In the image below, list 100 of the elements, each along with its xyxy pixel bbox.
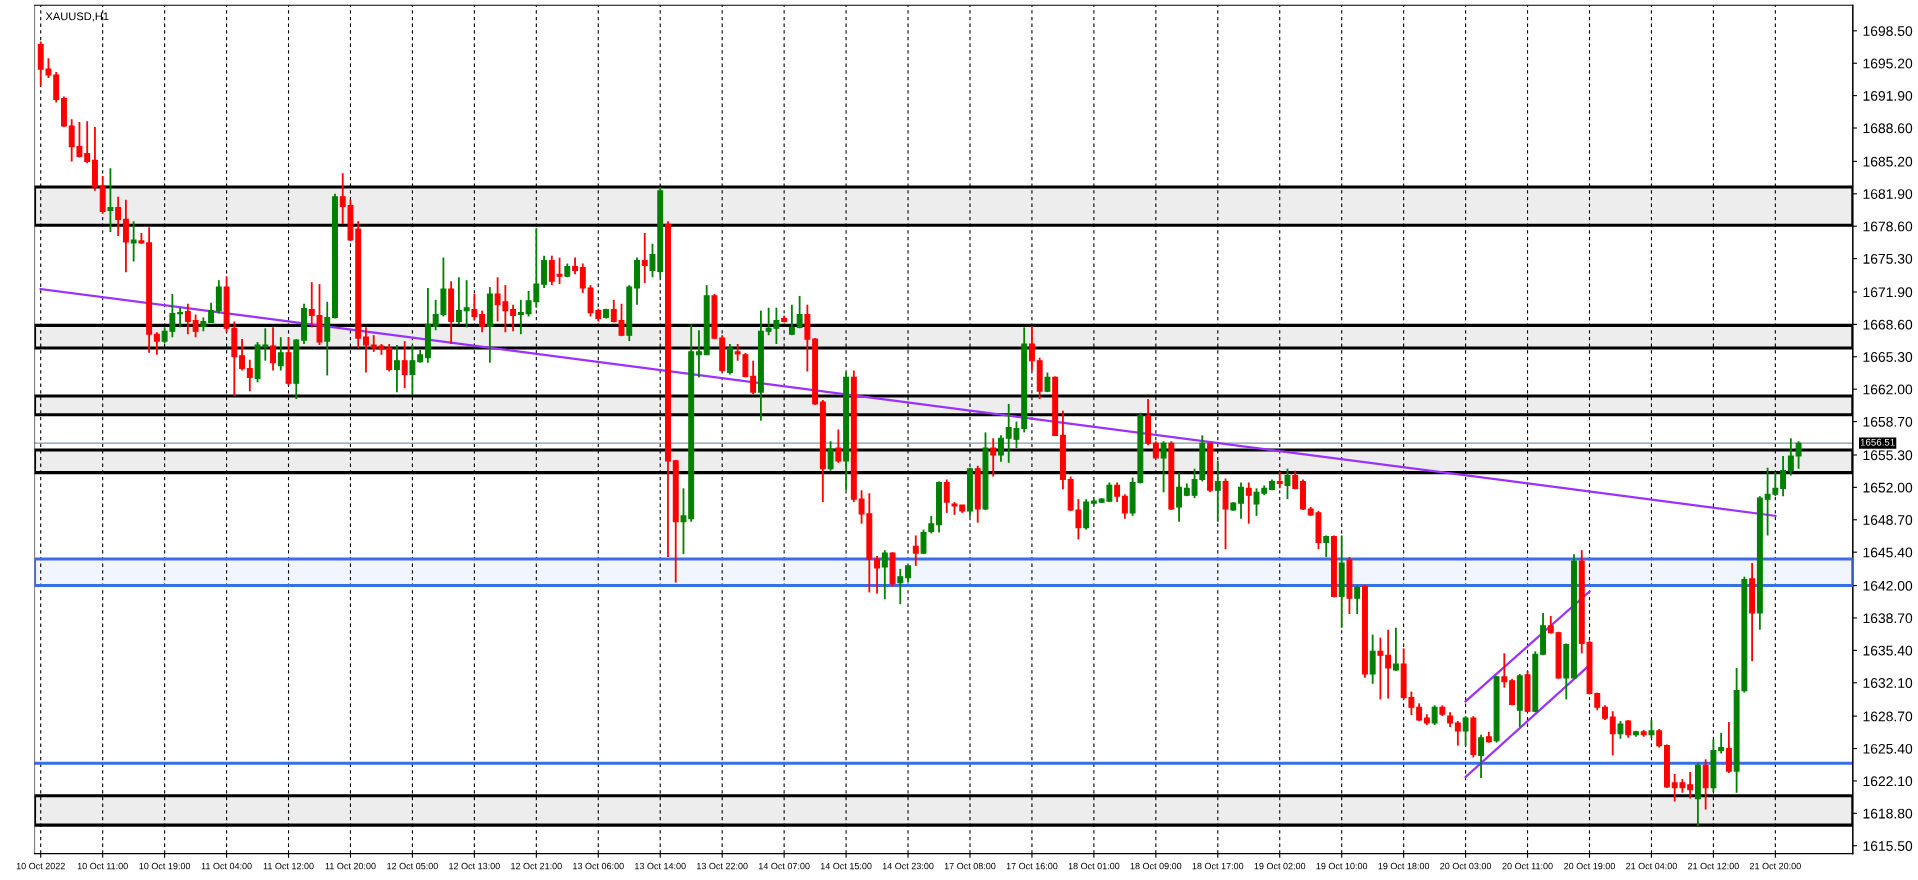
x-tick-label: 20 Oct 19:00 bbox=[1564, 862, 1615, 870]
candlestick bbox=[1780, 455, 1787, 498]
candlestick bbox=[1454, 720, 1461, 747]
candlestick bbox=[1121, 493, 1128, 520]
y-tick-label: 1675.30 bbox=[1863, 253, 1913, 264]
candlestick bbox=[463, 279, 470, 329]
x-tick-label: 18 Oct 09:00 bbox=[1130, 862, 1182, 870]
x-tick-label: 19 Oct 02:00 bbox=[1254, 862, 1306, 870]
candlestick bbox=[1354, 584, 1361, 615]
x-tick-label: 11 Oct 12:00 bbox=[263, 862, 314, 870]
x-tick-label: 10 Oct 2022 bbox=[16, 862, 65, 870]
candlestick bbox=[1114, 481, 1121, 504]
x-tick-label: 14 Oct 23:00 bbox=[882, 862, 934, 870]
candlestick bbox=[107, 167, 114, 233]
x-tick-label: 12 Oct 05:00 bbox=[387, 862, 438, 870]
candlestick bbox=[1702, 758, 1709, 811]
candlestick bbox=[1392, 626, 1399, 672]
y-tick-label: 1688.60 bbox=[1863, 123, 1913, 134]
y-tick-label: 1691.90 bbox=[1863, 90, 1913, 101]
candlestick bbox=[1509, 677, 1516, 707]
candlestick bbox=[215, 279, 222, 315]
x-tick-label: 19 Oct 10:00 bbox=[1316, 862, 1368, 870]
candlestick bbox=[827, 440, 834, 472]
candlestick bbox=[943, 478, 950, 514]
y-tick-label: 1638.70 bbox=[1863, 613, 1913, 624]
candlestick bbox=[1160, 440, 1167, 494]
x-tick-label: 21 Oct 04:00 bbox=[1626, 862, 1677, 870]
candlestick bbox=[1214, 459, 1221, 523]
candlestick bbox=[742, 351, 749, 379]
candlestick bbox=[920, 528, 927, 556]
x-tick-label: 10 Oct 11:00 bbox=[77, 862, 128, 870]
y-tick-label: 1622.10 bbox=[1863, 776, 1913, 787]
candlestick bbox=[556, 256, 563, 286]
candlestick bbox=[1245, 481, 1252, 525]
candlestick bbox=[912, 534, 919, 567]
x-tick-label: 14 Oct 15:00 bbox=[820, 862, 872, 870]
candlestick bbox=[1176, 471, 1183, 523]
candlestick bbox=[734, 343, 741, 362]
candlestick bbox=[541, 254, 548, 289]
candlestick bbox=[1284, 467, 1291, 501]
candlestick bbox=[990, 437, 997, 478]
y-tick-label: 1615.50 bbox=[1863, 841, 1913, 851]
candlestick bbox=[1323, 534, 1330, 558]
x-tick-label: 13 Oct 06:00 bbox=[573, 862, 624, 870]
candlestick bbox=[246, 358, 253, 393]
candlestick bbox=[84, 120, 91, 165]
x-tick-label: 17 Oct 16:00 bbox=[1006, 862, 1058, 870]
candlestick bbox=[239, 338, 246, 372]
candlestick bbox=[1462, 715, 1469, 747]
y-tick-label: 1628.70 bbox=[1863, 711, 1913, 722]
candlestick bbox=[1431, 704, 1438, 726]
x-tick-label: 12 Oct 21:00 bbox=[511, 862, 562, 870]
y-tick-label: 1698.50 bbox=[1863, 26, 1913, 36]
x-tick-label: 20 Oct 11:00 bbox=[1502, 862, 1553, 870]
y-tick-label: 1685.20 bbox=[1863, 156, 1913, 167]
x-tick-label: 18 Oct 01:00 bbox=[1068, 862, 1120, 870]
candlestick bbox=[1656, 727, 1663, 749]
candlestick bbox=[324, 300, 331, 377]
candlestick bbox=[277, 336, 284, 372]
x-tick-label: 19 Oct 18:00 bbox=[1378, 862, 1430, 870]
candlestick bbox=[270, 326, 276, 372]
text: XAUUSD,H1 bbox=[45, 12, 109, 22]
x-tick-label: 13 Oct 22:00 bbox=[697, 862, 748, 870]
candlestick bbox=[1687, 771, 1694, 800]
candlestick bbox=[881, 549, 888, 601]
candlestick bbox=[184, 302, 191, 336]
candlestick bbox=[192, 313, 199, 339]
candlestick bbox=[750, 359, 757, 395]
candlestick bbox=[153, 331, 160, 356]
y-tick-label: 1665.30 bbox=[1863, 352, 1913, 362]
x-tick-label: 20 Oct 03:00 bbox=[1440, 862, 1492, 870]
y-tick-label: 1668.60 bbox=[1863, 319, 1913, 330]
y-tick-label: 1618.80 bbox=[1863, 808, 1913, 819]
y-tick-label: 1635.40 bbox=[1863, 645, 1913, 656]
x-tick-label: 13 Oct 14:00 bbox=[635, 862, 686, 870]
x-tick-label: 11 Oct 20:00 bbox=[325, 862, 376, 870]
y-tick-label: 1658.70 bbox=[1863, 416, 1913, 427]
candlestick bbox=[393, 344, 400, 394]
candlestick bbox=[208, 301, 215, 324]
candlestick bbox=[1385, 628, 1392, 700]
candlestick bbox=[401, 340, 408, 390]
x-tick-label: 11 Oct 04:00 bbox=[201, 862, 252, 870]
y-tick-label: 1632.10 bbox=[1863, 678, 1913, 688]
y-tick-label: 1678.60 bbox=[1863, 221, 1913, 232]
candlestick bbox=[788, 303, 795, 337]
candlestick bbox=[363, 326, 369, 374]
y-tick-label: 1652.00 bbox=[1863, 482, 1913, 493]
candlestick bbox=[1501, 652, 1508, 689]
y-tick-label: 1645.40 bbox=[1863, 547, 1913, 558]
x-tick-label: 14 Oct 07:00 bbox=[758, 862, 810, 870]
candlestick bbox=[510, 303, 517, 333]
candlestick bbox=[1478, 733, 1485, 779]
candlestick bbox=[796, 295, 803, 330]
candlestick bbox=[695, 329, 702, 379]
x-tick-label: 21 Oct 20:00 bbox=[1749, 862, 1801, 870]
candlestick bbox=[122, 198, 129, 274]
y-tick-label: 1642.00 bbox=[1863, 580, 1913, 591]
y-tick-label: 1671.90 bbox=[1863, 287, 1913, 298]
x-tick-label: 17 Oct 08:00 bbox=[944, 862, 996, 870]
candlestick bbox=[1718, 731, 1725, 755]
